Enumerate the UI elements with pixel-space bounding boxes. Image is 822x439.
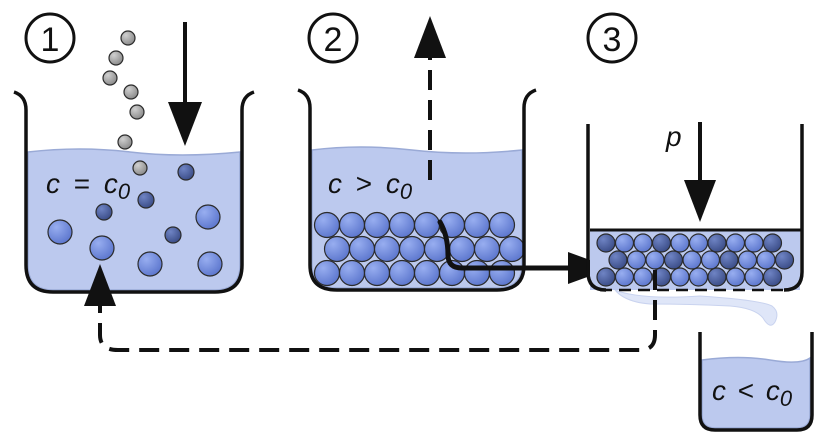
particle [323, 235, 351, 263]
particle [688, 267, 709, 287]
particle [645, 250, 665, 270]
particle [744, 267, 764, 287]
step-1-number: 1 [24, 12, 76, 64]
particle [373, 235, 401, 263]
particle [614, 233, 635, 253]
particle [707, 267, 727, 287]
beaker-2: c > c0 [297, 88, 537, 292]
filtrate-condition: c < c0 [712, 375, 793, 411]
step-3-number: 3 [586, 12, 638, 64]
up-dashed-arrow-icon [414, 16, 446, 180]
filtrate-beaker: c < c0 [698, 332, 814, 432]
particle [670, 233, 690, 253]
beaker-2-condition: c > c0 [328, 168, 413, 204]
filtrate-beaker-wall [698, 332, 814, 432]
dropping-particle [129, 104, 145, 120]
particle [413, 259, 441, 287]
particle [388, 211, 416, 239]
step-2-number: 2 [307, 12, 359, 64]
filtrate-leak [614, 289, 778, 326]
particle [398, 235, 426, 263]
particle [89, 235, 115, 261]
particle [164, 226, 182, 244]
beaker-3-particles [596, 233, 795, 287]
beaker-3: p [586, 121, 804, 326]
particle [596, 233, 616, 253]
beaker-2-particles [313, 211, 526, 287]
svg-text:1: 1 [41, 21, 60, 59]
particle [682, 250, 702, 270]
beaker-1-particles [47, 163, 223, 277]
dropping-particle [108, 50, 124, 66]
particle [47, 219, 73, 245]
particle [448, 235, 476, 263]
particle [608, 250, 628, 270]
particle [663, 250, 684, 270]
particle [388, 259, 416, 287]
particle [707, 233, 727, 253]
particle [633, 267, 653, 287]
particle [614, 267, 635, 287]
particle [463, 211, 491, 239]
particle [338, 259, 366, 287]
particle [363, 211, 391, 239]
particle [626, 250, 647, 270]
beaker-1-wall [13, 90, 255, 294]
pressure-label: p [665, 121, 682, 152]
filtrate-liquid [701, 356, 811, 429]
particle [413, 211, 441, 239]
particle [633, 233, 653, 253]
falling-particles [102, 30, 148, 176]
particle [596, 267, 616, 287]
down-arrow-icon [168, 22, 202, 146]
beaker-1: c = c0 [13, 90, 255, 294]
pressure-arrow-icon [684, 122, 716, 222]
particle [488, 259, 516, 287]
particle [177, 163, 195, 181]
particle [670, 267, 690, 287]
beaker-2-wall [297, 88, 537, 292]
particle [348, 235, 376, 263]
dropping-particle [117, 134, 133, 150]
particle [498, 235, 526, 263]
beaker-1-condition: c = c0 [46, 168, 131, 204]
particle [313, 211, 341, 239]
dropping-particle [132, 160, 148, 176]
particle [197, 251, 223, 277]
particle [651, 233, 672, 253]
particle [363, 259, 391, 287]
dropping-particle [102, 70, 118, 86]
particle [137, 251, 163, 277]
particle [463, 259, 491, 287]
particle [195, 204, 221, 230]
particle [95, 203, 113, 221]
particle [488, 211, 516, 239]
return-dashed-arrow-icon [84, 264, 657, 352]
particle [719, 250, 739, 270]
particle [725, 267, 746, 287]
particle [762, 267, 783, 287]
particle [338, 211, 366, 239]
particle [744, 233, 764, 253]
particle [700, 250, 721, 270]
particle [756, 250, 776, 270]
particle [737, 250, 758, 270]
dropping-particle [123, 84, 139, 100]
particle [313, 259, 341, 287]
beaker-3-wall [586, 124, 804, 292]
beaker-1-liquid [27, 148, 241, 291]
particle [473, 235, 501, 263]
particle [762, 233, 783, 253]
dropping-particle [120, 30, 136, 46]
particle [688, 233, 709, 253]
svg-text:2: 2 [324, 21, 343, 59]
particle [137, 191, 155, 209]
svg-text:3: 3 [603, 21, 622, 59]
particle [725, 233, 746, 253]
particle [774, 250, 795, 270]
